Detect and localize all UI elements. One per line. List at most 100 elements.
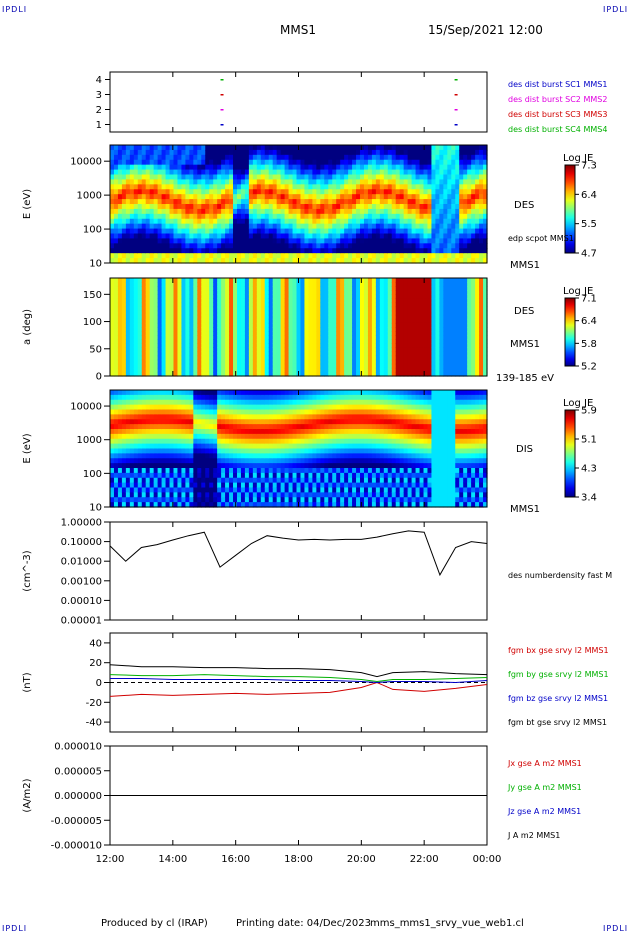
density-ytick-label: 0.01000 <box>61 557 102 568</box>
corner-label-top-right: IPDLI <box>603 5 629 14</box>
des-energy-colorbar-title: Log JE <box>563 153 593 164</box>
des-pitch-ytick-label: 50 <box>89 344 102 355</box>
x-tick-label: 12:00 <box>96 854 125 865</box>
dis-energy-right-label: MMS1 <box>510 504 540 515</box>
des-pitch-ytick-label: 0 <box>96 372 102 383</box>
density-ytick-label: 0.00010 <box>61 596 102 607</box>
des-energy-colorbar <box>564 164 576 254</box>
dis-energy-spectrogram <box>110 390 488 508</box>
current-ytick-label: -0.000010 <box>51 841 102 852</box>
current-ytick-label: 0.000010 <box>54 742 102 753</box>
plot-area: 4 3 2 1 des dist burst SC1 MMS1 des dist burs… <box>22 71 612 865</box>
dis-energy-colorbar-label: 3.4 <box>581 493 597 504</box>
x-tick-label: 14:00 <box>158 854 187 865</box>
des-energy-ytick-label: 100 <box>83 225 102 236</box>
des-pitch-right-label: DES <box>514 306 534 317</box>
burst-mark <box>454 124 458 126</box>
fgm-line <box>109 674 488 683</box>
burst-mark <box>220 124 224 126</box>
dis-energy-ytick-label: 1000 <box>77 435 102 446</box>
burst-mark <box>454 94 458 96</box>
des-energy-right-label: MMS1 <box>510 260 540 271</box>
burst-mark <box>220 109 224 111</box>
fgm-ytick-label: -20 <box>86 698 102 709</box>
des-pitch-colorbar-title: Log JE <box>563 286 593 297</box>
x-tick-label: 00:00 <box>473 854 502 865</box>
des-energy-colorbar-label: 6.4 <box>581 190 597 201</box>
current-ylabel: (A/m2) <box>22 778 33 812</box>
des-energy-colorbar-label: 4.7 <box>581 249 597 260</box>
des-energy-colorbar-label: 7.3 <box>581 161 597 172</box>
current-ytick-label: 0.000000 <box>54 791 102 802</box>
density-line <box>109 530 488 577</box>
des-energy-right-label: edp scpot MMS1 <box>508 234 574 243</box>
dis-energy-ytick-label: 10 <box>89 503 102 514</box>
fgm-ytick-label: 40 <box>89 638 102 649</box>
current-legend-label: Jz gse A m2 MMS1 <box>507 807 581 816</box>
fgm-legend-label: fgm bt gse srvy l2 MMS1 <box>508 718 607 727</box>
des-energy-ytick-label: 1000 <box>77 191 102 202</box>
x-tick-label: 20:00 <box>347 854 376 865</box>
des-pitch-colorbar-label: 7.1 <box>581 294 597 305</box>
dis-energy-ylabel: E (eV) <box>22 433 33 463</box>
burst-mark <box>220 94 224 96</box>
current-ytick-label: -0.000005 <box>51 816 102 827</box>
corner-label-top-left: IPDLI <box>2 5 28 14</box>
corner-label-bottom-right: IPDLI <box>603 924 629 933</box>
burst-ytick-label: 2 <box>96 105 102 116</box>
footer-filename: mms_mms1_srvy_vue_web1.cl <box>370 918 524 929</box>
corner-label-bottom-left: IPDLI <box>2 924 28 933</box>
fgm-ytick-label: 20 <box>89 658 102 669</box>
current-legend-label: Jy gse A m2 MMS1 <box>507 783 582 792</box>
burst-legend-label: des dist burst SC4 MMS4 <box>508 125 607 134</box>
fgm-line <box>109 681 488 697</box>
des-pitch-colorbar <box>564 297 576 367</box>
x-tick-label: 16:00 <box>221 854 250 865</box>
density-ytick-label: 0.00001 <box>61 616 102 627</box>
fgm-ylabel: (nT) <box>22 672 33 692</box>
x-tick-label: 22:00 <box>410 854 439 865</box>
x-tick-label: 18:00 <box>284 854 313 865</box>
footer-printing-date: Printing date: 04/Dec/2023 <box>236 918 372 929</box>
des-pitch-spectrogram <box>110 278 488 377</box>
des-energy-spectrogram <box>110 145 488 264</box>
des-pitch-ytick-label: 150 <box>83 290 102 301</box>
des-energy-right-label: DES <box>514 200 534 211</box>
des-pitch-ylabel: a (deg) <box>22 309 33 345</box>
dis-energy-right-label: DIS <box>516 444 533 455</box>
current-ytick-label: 0.000005 <box>54 766 102 777</box>
des-pitch-colorbar-label: 5.2 <box>581 362 597 373</box>
dis-energy-colorbar-title: Log JE <box>563 398 593 409</box>
fgm-line <box>110 678 488 684</box>
burst-mark <box>454 109 458 111</box>
des-energy-ylabel: E (eV) <box>22 189 33 219</box>
mission-title: MMS1 <box>280 23 316 37</box>
des-pitch-right-label: MMS1 <box>510 339 540 350</box>
dis-energy-ytick-label: 100 <box>83 469 102 480</box>
des-energy-colorbar-label: 5.5 <box>581 219 597 230</box>
burst-ytick-label: 4 <box>96 75 102 86</box>
des-energy-ytick-label: 10 <box>89 259 102 270</box>
des-pitch-colorbar-label: 5.8 <box>581 339 597 350</box>
burst-frame <box>109 71 488 133</box>
fgm-ytick-label: -40 <box>86 718 102 729</box>
burst-ytick-label: 3 <box>96 90 102 101</box>
des-pitch-ytick-label: 100 <box>83 317 102 328</box>
fgm-legend-label: fgm bx gse srvy l2 MMS1 <box>508 646 609 655</box>
density-frame <box>109 521 488 621</box>
fgm-legend-label: fgm by gse srvy l2 MMS1 <box>508 670 609 679</box>
burst-legend-label: des dist burst SC1 MMS1 <box>508 80 607 89</box>
dis-energy-colorbar-label: 4.3 <box>581 464 597 475</box>
dis-energy-colorbar-label: 5.9 <box>581 406 597 417</box>
date-title: 15/Sep/2021 12:00 <box>428 23 543 37</box>
burst-mark <box>220 79 224 81</box>
density-ytick-label: 0.10000 <box>61 537 102 548</box>
dis-energy-colorbar <box>564 409 576 498</box>
density-ytick-label: 0.00100 <box>61 576 102 587</box>
fgm-legend-label: fgm bz gse srvy l2 MMS1 <box>508 694 608 703</box>
des-pitch-right-label: 139-185 eV <box>496 373 554 384</box>
current-legend-label: J A m2 MMS1 <box>507 831 560 840</box>
burst-ytick-label: 1 <box>96 120 102 131</box>
burst-legend-label: des dist burst SC3 MMS3 <box>508 110 607 119</box>
burst-mark <box>454 79 458 81</box>
